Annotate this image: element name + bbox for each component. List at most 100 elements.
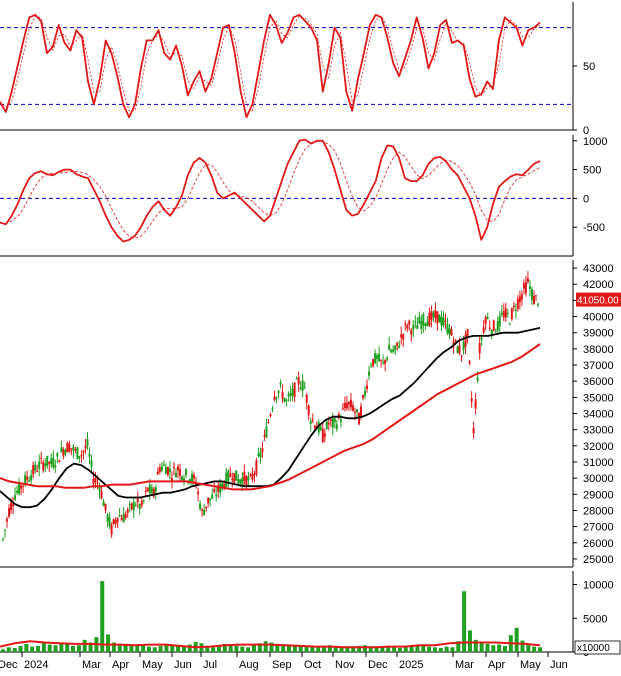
candle-body: [253, 473, 256, 476]
candle-body: [426, 321, 429, 327]
candle-body: [26, 476, 29, 480]
volume-bar: [246, 647, 251, 652]
volume-tick-label: 5000: [583, 613, 607, 625]
candle-body: [333, 418, 336, 423]
volume-bar: [41, 641, 46, 652]
candle-body: [349, 399, 352, 408]
volume-bar: [427, 646, 432, 652]
candle-body: [313, 425, 316, 429]
volume-bar: [438, 647, 443, 652]
candle-body: [275, 397, 278, 399]
macd-signal-line: [0, 140, 541, 239]
volume-bar: [421, 645, 426, 652]
candle-body: [72, 446, 75, 451]
volume-bar: [368, 646, 373, 652]
candle-body: [311, 419, 314, 421]
volume-bar: [257, 643, 262, 652]
candle-body: [259, 452, 262, 458]
volume-bar: [71, 645, 76, 652]
volume-bar: [76, 645, 81, 652]
candle-body: [62, 449, 65, 456]
price-tick-label: 33000: [583, 425, 614, 437]
volume-bar: [164, 643, 169, 652]
candle-body: [512, 305, 515, 308]
price-tick-label: 34000: [583, 409, 614, 421]
x-tick-label: Sep: [272, 659, 292, 671]
candle-body: [518, 296, 521, 303]
x-tick-label: 2024: [24, 659, 48, 671]
candle-body: [285, 399, 288, 401]
candle-body: [2, 538, 4, 540]
candle-body: [106, 514, 109, 522]
candle-body: [360, 406, 362, 418]
candle-body: [289, 393, 292, 396]
price-tick-label: 27000: [583, 522, 614, 534]
candle-body: [440, 316, 443, 326]
candle-body: [392, 349, 395, 352]
candle-body: [418, 316, 421, 324]
candle-body: [478, 342, 481, 354]
candle-body: [217, 485, 220, 492]
volume-bar: [263, 641, 268, 652]
candle-body: [408, 320, 411, 325]
candle-body: [488, 327, 491, 329]
volume-bar: [106, 634, 111, 652]
price-tick-label: 43000: [583, 263, 614, 275]
price-tick-label: 42000: [583, 279, 614, 291]
volume-bar: [275, 643, 280, 652]
candle-body: [343, 402, 346, 409]
candle-body: [58, 460, 61, 463]
candle-body: [185, 468, 188, 476]
volume-bar: [251, 644, 256, 652]
volume-bar: [269, 642, 274, 652]
candle-body: [514, 309, 517, 311]
volume-bar: [135, 645, 140, 652]
macd-tick-label: -500: [583, 222, 605, 234]
volume-bar: [415, 645, 420, 652]
volume-bar: [292, 645, 297, 652]
candle-body: [120, 517, 123, 521]
candle-body: [255, 460, 258, 475]
candle-body: [34, 464, 37, 471]
macd-tick-label: 0: [583, 193, 589, 205]
volume-bar: [403, 646, 408, 652]
volume-bar: [47, 644, 52, 652]
macd-panel: -500 0 500 1000: [0, 136, 607, 243]
candle-body: [36, 470, 39, 472]
volume-bar: [24, 643, 29, 652]
candle-body: [396, 342, 399, 346]
candle-body: [496, 321, 499, 331]
candle-body: [305, 394, 308, 403]
volume-bar: [304, 645, 309, 652]
candle-body: [223, 484, 226, 489]
candle-body: [18, 481, 21, 494]
candle-body: [372, 358, 375, 366]
candle-body: [4, 529, 7, 531]
candle-body: [130, 503, 133, 510]
candle-body: [168, 468, 171, 473]
candle-body: [339, 419, 342, 422]
volume-bar: [18, 645, 23, 652]
candle-body: [528, 286, 531, 289]
candle-body: [534, 295, 537, 297]
volume-bar: [520, 640, 525, 652]
candle-body: [271, 408, 274, 410]
candle-body: [52, 457, 55, 468]
candle-body: [162, 464, 165, 466]
candle-body: [472, 427, 475, 434]
volume-bar: [380, 646, 385, 652]
macd-line: [0, 138, 541, 243]
volume-bar: [205, 645, 210, 652]
candle-body: [122, 513, 125, 523]
candle-body: [201, 509, 204, 511]
volume-bar: [240, 646, 245, 652]
candle-body: [357, 413, 360, 425]
volume-bar: [216, 646, 221, 652]
volume-bar: [228, 645, 233, 652]
candle-body: [492, 320, 495, 331]
rsi-line: [0, 13, 541, 119]
volume-bar: [181, 646, 186, 652]
candle-body: [402, 334, 405, 340]
volume-bar: [310, 647, 315, 652]
